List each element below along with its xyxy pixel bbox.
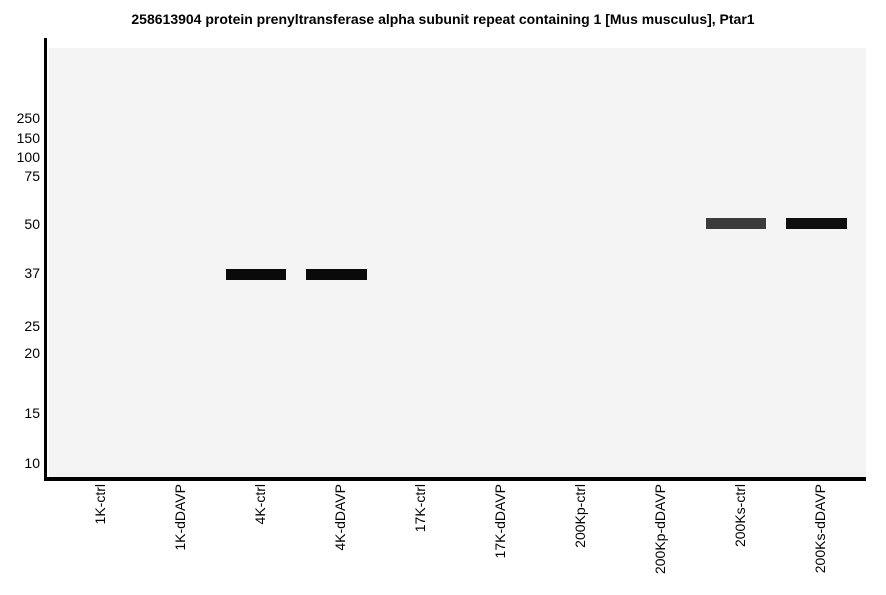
- lane-label: 17K-ctrl: [412, 484, 428, 533]
- lane-label: 1K-ctrl: [92, 484, 108, 525]
- lane-label: 4K-dDAVP: [332, 484, 348, 551]
- mw-marker-label: 10: [24, 455, 40, 471]
- lane-label: 200Ks-dDAVP: [812, 484, 828, 574]
- lane-label: 17K-dDAVP: [492, 484, 508, 559]
- protein-band: [305, 268, 367, 280]
- mw-marker-label: 250: [16, 110, 40, 126]
- lane-label: 1K-dDAVP: [172, 484, 188, 551]
- mw-marker-label: 100: [16, 149, 40, 165]
- lane-label: 200Kp-dDAVP: [652, 484, 668, 575]
- chart-title: 258613904 protein prenyltransferase alph…: [131, 11, 755, 27]
- y-axis-line: [44, 38, 47, 481]
- mw-marker-label: 150: [16, 130, 40, 146]
- mw-marker-label: 20: [24, 345, 40, 361]
- x-axis-line: [44, 477, 866, 481]
- protein-band: [226, 268, 286, 280]
- mw-marker-label: 25: [24, 318, 40, 334]
- mw-marker-label: 15: [24, 405, 40, 421]
- mw-marker-label: 37: [24, 265, 40, 281]
- protein-band: [706, 217, 766, 229]
- protein-band: [785, 217, 847, 229]
- lane-label: 200Ks-ctrl: [732, 484, 748, 548]
- lane-label: 200Kp-ctrl: [572, 484, 588, 548]
- lane-label: 4K-ctrl: [252, 484, 268, 525]
- mw-marker-label: 75: [24, 168, 40, 184]
- plot-area: [49, 48, 866, 477]
- mw-marker-label: 50: [24, 216, 40, 232]
